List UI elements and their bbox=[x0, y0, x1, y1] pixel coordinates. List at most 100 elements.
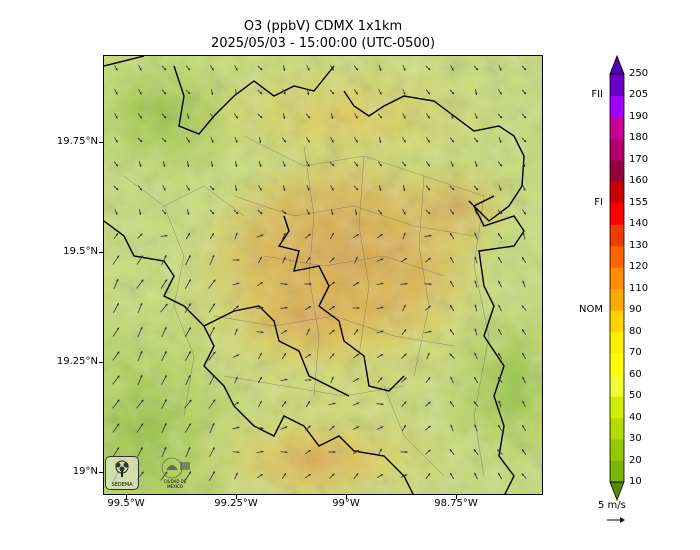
wind-arrow-head bbox=[473, 401, 477, 404]
wind-scale-arrow-icon bbox=[607, 517, 625, 523]
lat-tick-label: 19°N bbox=[72, 466, 98, 477]
wind-scale-label: 5 m/s bbox=[598, 500, 626, 511]
wind-arrow-head bbox=[285, 378, 288, 382]
wind-arrow-head bbox=[403, 329, 407, 332]
wind-arrow-head bbox=[141, 279, 144, 283]
colorbar-segment bbox=[610, 138, 624, 161]
wind-arrow-head bbox=[139, 92, 142, 95]
wind-arrow-head bbox=[282, 68, 286, 71]
wind-arrow-head bbox=[356, 426, 360, 429]
wind-arrow-head bbox=[379, 163, 382, 167]
wind-arrow-head bbox=[212, 447, 215, 450]
wind-arrow-head bbox=[186, 212, 190, 215]
wind-arrow-head bbox=[523, 139, 527, 143]
wind-arrow-head bbox=[427, 377, 431, 380]
wind-arrow-head bbox=[307, 164, 310, 167]
wind-arrow-head bbox=[449, 353, 453, 356]
wind-arrow-head bbox=[115, 116, 118, 119]
wind-arrow-head bbox=[259, 164, 262, 167]
wind-arrow-head bbox=[234, 188, 238, 191]
colorbar-outline bbox=[609, 73, 625, 483]
wind-arrow-head bbox=[211, 211, 215, 215]
wind-arrow-head bbox=[356, 234, 359, 237]
wind-arrow-head bbox=[403, 304, 406, 308]
wind-arrow-head bbox=[449, 449, 453, 452]
colorbar-tick-label: 130 bbox=[629, 239, 649, 251]
wind-arrow-head bbox=[498, 353, 501, 356]
wind-arrow-head bbox=[308, 474, 311, 477]
wind-arrow-head bbox=[379, 68, 382, 71]
colorbar-tick-label: 60 bbox=[629, 368, 642, 380]
colorbar-tick-label: 50 bbox=[629, 390, 642, 402]
wind-arrow-head bbox=[235, 376, 238, 380]
wind-arrow-head bbox=[235, 328, 238, 332]
wind-arrow-head bbox=[332, 306, 335, 309]
wind-arrow-head bbox=[475, 212, 478, 215]
wind-arrow-head bbox=[355, 92, 358, 95]
wind-arrow-head bbox=[259, 400, 262, 404]
wind-arrow-head bbox=[499, 115, 503, 119]
wind-arrow-head bbox=[235, 232, 238, 236]
wind-arrow-head bbox=[188, 446, 191, 450]
wind-arrow-head bbox=[499, 140, 502, 143]
wind-arrow-head bbox=[381, 402, 384, 406]
lat-tick-label: 19.5°N bbox=[63, 246, 98, 257]
wind-arrow-head bbox=[307, 188, 310, 191]
colorbar-tick-label: 170 bbox=[629, 153, 649, 165]
wind-arrow-head bbox=[212, 399, 216, 403]
wind-arrow-head bbox=[282, 188, 286, 191]
wind-arrow-head bbox=[428, 449, 431, 453]
wind-arrow-head bbox=[139, 187, 142, 191]
wind-arrow-head bbox=[283, 401, 287, 404]
wind-arrow-head bbox=[211, 68, 214, 71]
wind-arrow-head bbox=[284, 330, 288, 333]
wind-arrow-head bbox=[163, 115, 167, 119]
wind-arrow-head bbox=[450, 376, 453, 380]
wind-arrow-head bbox=[332, 425, 335, 429]
wind-arrow-head bbox=[474, 232, 477, 236]
colorbar-category-label: NOM bbox=[579, 304, 603, 316]
wind-arrow-head bbox=[308, 425, 311, 429]
lon-tick-label: 99.5°W bbox=[107, 498, 145, 509]
wind-arrow-head bbox=[451, 164, 454, 167]
wind-arrow-head bbox=[522, 424, 525, 428]
wind-arrow-head bbox=[428, 425, 431, 429]
wind-arrow-head bbox=[522, 257, 525, 260]
lat-tick bbox=[99, 362, 103, 363]
cdmx-logo-text: CIUDAD DE MÉXICO bbox=[163, 479, 187, 489]
wind-arrow-head bbox=[331, 68, 334, 71]
wind-arrow-head bbox=[164, 471, 168, 475]
wind-arrow-head bbox=[331, 353, 335, 356]
map-title: O3 (ppbV) CDMX 1x1km bbox=[243, 19, 403, 34]
cdmx-logo: CIUDAD DE MÉXICO bbox=[158, 456, 192, 490]
wind-arrow-head bbox=[211, 115, 214, 119]
colorbar-extend-high bbox=[609, 54, 625, 75]
wind-arrow-head bbox=[380, 354, 384, 357]
wind-arrow-head bbox=[307, 140, 310, 143]
wind-arrow-head bbox=[236, 282, 240, 285]
wind-arrow-head bbox=[163, 91, 167, 95]
wind-arrow-head bbox=[331, 232, 334, 236]
wind-arrow-head bbox=[284, 426, 288, 429]
wind-arrow-head bbox=[427, 115, 430, 119]
wind-arrow-head bbox=[429, 234, 432, 238]
colorbar-segment bbox=[610, 439, 624, 462]
wind-arrow-head bbox=[499, 211, 503, 215]
wind-arrow-head bbox=[498, 256, 501, 260]
wind-arrow-head bbox=[427, 91, 430, 95]
wind-arrow-head bbox=[138, 212, 142, 215]
wind-arrow-head bbox=[115, 68, 118, 71]
wind-arrow-head bbox=[115, 163, 118, 167]
wind-arrow-head bbox=[307, 328, 310, 332]
lon-tick bbox=[236, 495, 237, 499]
wind-arrow-head bbox=[139, 233, 143, 236]
wind-arrow-head bbox=[450, 280, 453, 284]
wind-arrow-head bbox=[523, 67, 527, 71]
wind-arrow-head bbox=[212, 327, 215, 330]
wind-arrow-head bbox=[164, 446, 167, 450]
wind-arrow-head bbox=[475, 187, 479, 191]
wind-arrow-head bbox=[521, 305, 525, 308]
wind-arrow-head bbox=[260, 474, 263, 477]
wind-arrow-head bbox=[283, 232, 286, 236]
wind-arrow-head bbox=[331, 163, 335, 166]
